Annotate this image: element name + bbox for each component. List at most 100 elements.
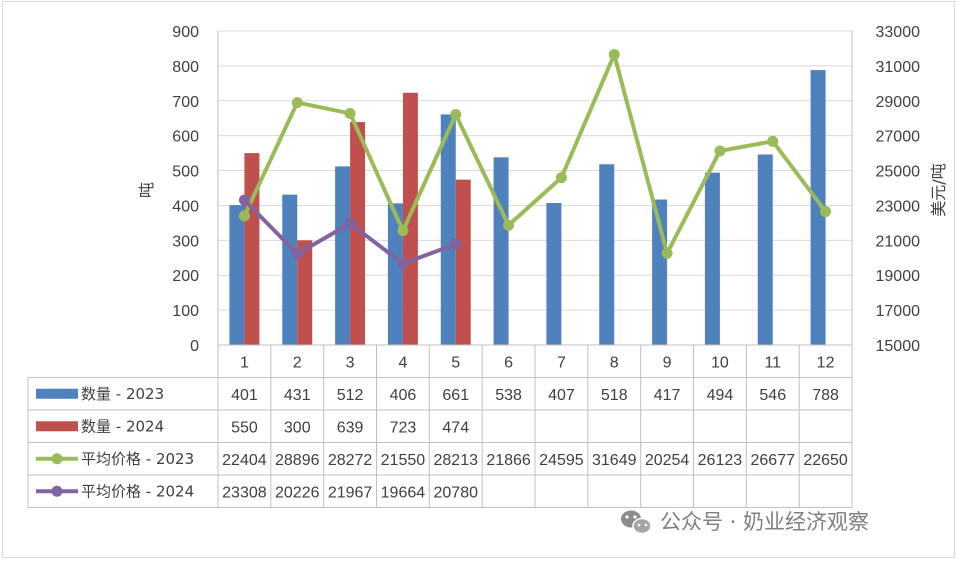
data-label: 23308 [222, 484, 267, 501]
y2-axis-title: 美元/吨 [929, 163, 948, 216]
y-tick-label: 100 [172, 303, 199, 320]
data-label: 20254 [645, 452, 690, 469]
y-tick-label: 900 [172, 24, 199, 41]
y2-tick-label: 31000 [876, 59, 921, 76]
y-tick-label: 800 [172, 59, 199, 76]
bar [229, 205, 245, 345]
y-tick-label: 0 [190, 338, 199, 355]
x-tick-label: 3 [346, 354, 355, 371]
data-point [291, 248, 303, 260]
data-label: 474 [442, 419, 469, 436]
bar [810, 70, 826, 345]
data-label: 546 [759, 387, 786, 404]
watermark-text: 公众号 · 奶业经济观察 [660, 510, 869, 534]
x-tick-label: 6 [504, 354, 513, 371]
y-tick-label: 500 [172, 164, 199, 181]
bar [493, 157, 509, 345]
bar [599, 164, 615, 345]
data-label: 21866 [486, 452, 531, 469]
watermark: 公众号 · 奶业经济观察 [621, 510, 869, 535]
y-tick-label: 300 [172, 233, 199, 250]
bar [297, 240, 313, 345]
wechat-icon [621, 510, 652, 535]
data-point [397, 225, 409, 237]
y-tick-label: 600 [172, 129, 199, 146]
data-label: 22650 [803, 452, 848, 469]
bar [757, 154, 773, 345]
data-label: 788 [812, 387, 839, 404]
data-label: 20780 [434, 484, 479, 501]
data-point [661, 247, 673, 259]
data-point [344, 107, 356, 119]
x-tick-label: 4 [398, 354, 407, 371]
data-label: 550 [231, 419, 258, 436]
data-label: 28213 [434, 452, 479, 469]
bars [229, 70, 826, 346]
y2-tick-label: 23000 [876, 198, 921, 215]
data-point [450, 238, 462, 250]
legend-marker [51, 453, 63, 465]
data-label: 22404 [222, 452, 267, 469]
data-label: 661 [442, 387, 469, 404]
data-label: 512 [337, 387, 364, 404]
data-point [450, 109, 462, 121]
y2-tick-label: 19000 [876, 268, 921, 285]
data-point [397, 258, 409, 270]
data-label: 723 [390, 419, 417, 436]
data-label: 538 [495, 387, 522, 404]
data-label: 24595 [539, 452, 584, 469]
bar [455, 179, 471, 345]
x-tick-label: 12 [817, 354, 835, 371]
legend-label: 平均价格 - 2024 [81, 482, 194, 500]
series-line [242, 52, 828, 256]
data-label: 31649 [592, 452, 637, 469]
data-label: 417 [654, 387, 681, 404]
data-label: 431 [284, 387, 311, 404]
x-tick-label: 9 [663, 354, 672, 371]
x-tick-label: 8 [610, 354, 619, 371]
data-point [238, 210, 250, 222]
data-point [608, 49, 620, 61]
data-label: 20226 [275, 484, 320, 501]
legend-swatch [36, 388, 78, 399]
x-tick-label: 1 [240, 354, 249, 371]
data-label: 19664 [381, 484, 426, 501]
y2-tick-label: 29000 [876, 94, 921, 111]
y2-tick-label: 33000 [876, 24, 921, 41]
bar [387, 203, 403, 345]
data-label: 494 [707, 387, 734, 404]
legend-label: 平均价格 - 2023 [81, 450, 194, 468]
data-label: 21967 [328, 484, 373, 501]
y2-tick-label: 27000 [876, 129, 921, 146]
bar [704, 172, 720, 345]
data-label: 407 [548, 387, 575, 404]
legend-swatch [36, 421, 78, 432]
legend-label: 数量 - 2023 [81, 385, 164, 403]
data-label: 518 [601, 387, 628, 404]
axes: 0 100 200 300 400 500 600 700 800 900 15000 17000 19… [172, 24, 920, 355]
data-label: 28272 [328, 452, 373, 469]
bar [335, 166, 351, 345]
legend-label: 数量 - 2024 [81, 417, 164, 435]
x-tick-label: 11 [764, 354, 781, 371]
y2-tick-label: 17000 [876, 303, 921, 320]
data-label: 401 [231, 387, 258, 404]
y-tick-label: 200 [172, 268, 199, 285]
data-label: 28896 [275, 452, 320, 469]
data-point [291, 97, 303, 109]
bar [350, 122, 366, 345]
data-point [555, 172, 567, 184]
y2-tick-label: 15000 [876, 338, 921, 355]
data-point [503, 219, 515, 231]
data-label: 21550 [381, 452, 426, 469]
lines [238, 49, 832, 270]
y-axis-title: 吨 [137, 182, 156, 198]
data-point [714, 145, 726, 157]
y2-tick-label: 21000 [876, 233, 921, 250]
bar [282, 194, 298, 345]
gridlines [218, 30, 852, 311]
data-point [820, 206, 832, 218]
bar [244, 153, 260, 345]
data-label: 300 [284, 419, 311, 436]
